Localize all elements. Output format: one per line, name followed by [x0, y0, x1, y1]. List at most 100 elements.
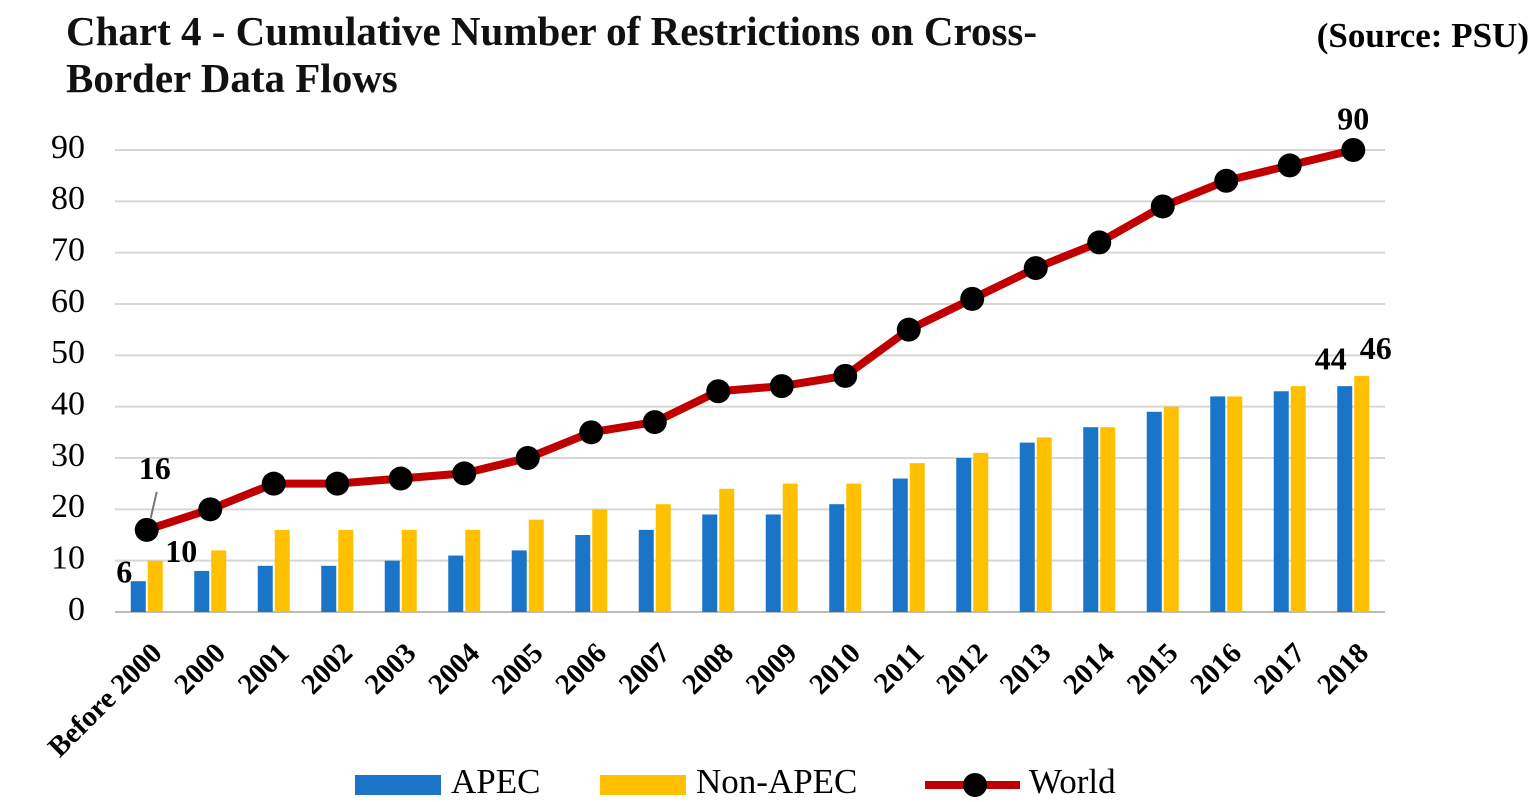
bar	[1036, 437, 1052, 612]
bar	[401, 529, 417, 612]
bar	[1019, 442, 1035, 612]
bar	[575, 535, 591, 612]
bar	[1273, 391, 1289, 612]
bar	[1354, 375, 1370, 612]
data-label: 16	[139, 450, 171, 486]
x-tick-label: 2010	[803, 637, 867, 701]
bar	[321, 565, 337, 612]
y-tick-label: 30	[51, 437, 85, 474]
marker	[960, 286, 985, 311]
bar	[511, 550, 527, 612]
marker	[452, 461, 477, 486]
marker	[1150, 194, 1175, 219]
y-tick-label: 70	[51, 231, 85, 268]
bar	[892, 478, 908, 612]
bar	[130, 581, 146, 612]
marker	[1087, 230, 1112, 255]
bar	[909, 463, 925, 612]
x-tick-label: 2014	[1057, 637, 1121, 701]
bar	[528, 519, 544, 612]
legend-marker	[963, 773, 987, 797]
bar	[765, 514, 781, 612]
bar	[1210, 396, 1226, 612]
bar	[1227, 396, 1243, 612]
data-label: 44	[1315, 340, 1347, 376]
leader-line	[149, 491, 158, 519]
bar	[1337, 386, 1353, 612]
bar	[274, 529, 290, 612]
bar	[846, 483, 862, 612]
data-label: 6	[116, 554, 132, 590]
data-label: 90	[1337, 100, 1369, 136]
legend-label: APEC	[451, 762, 540, 801]
x-tick-label: 2016	[1184, 637, 1248, 701]
x-tick-label: Before 2000	[42, 637, 168, 763]
x-tick-label: 2018	[1311, 637, 1375, 701]
legend-swatch	[355, 775, 441, 795]
bar	[211, 550, 227, 612]
x-tick-label: 2015	[1121, 637, 1185, 701]
y-tick-label: 60	[51, 283, 85, 320]
bar	[1100, 427, 1116, 612]
x-tick-label: 2013	[994, 637, 1058, 701]
marker	[1023, 256, 1048, 281]
x-tick-label: 2017	[1248, 637, 1312, 701]
bar	[782, 483, 798, 612]
bar	[147, 560, 163, 612]
bar	[1083, 427, 1099, 612]
x-tick-label: 2012	[930, 637, 994, 701]
marker	[769, 374, 794, 399]
bar	[956, 458, 972, 612]
x-tick-label: 2001	[232, 637, 296, 701]
x-tick-label: 2007	[613, 637, 677, 701]
y-tick-label: 10	[51, 539, 85, 576]
y-tick-label: 50	[51, 334, 85, 371]
bar	[592, 509, 608, 612]
marker	[388, 466, 413, 491]
marker	[1341, 138, 1366, 162]
bar	[1163, 406, 1179, 612]
bar	[638, 529, 654, 612]
marker	[1277, 153, 1302, 178]
y-tick-label: 80	[51, 180, 85, 217]
marker	[706, 379, 731, 404]
marker	[134, 517, 159, 542]
bar	[719, 488, 735, 612]
y-tick-label: 40	[51, 385, 85, 422]
source-note: (Source: PSU)	[1316, 16, 1529, 55]
legend-label: World	[1029, 762, 1116, 801]
x-tick-label: 2004	[422, 637, 486, 701]
chart-title: Chart 4 - Cumulative Number of Restricti…	[66, 8, 1038, 101]
marker	[833, 363, 858, 388]
x-tick-label: 2009	[740, 637, 804, 701]
legend-label: Non-APEC	[696, 762, 857, 801]
x-tick-label: 2000	[168, 637, 232, 701]
x-tick-label: 2002	[295, 637, 359, 701]
data-label: 10	[165, 533, 197, 569]
marker	[1214, 168, 1239, 193]
bar	[257, 565, 273, 612]
marker	[261, 471, 286, 496]
marker	[325, 471, 350, 496]
marker	[515, 446, 540, 470]
marker	[642, 410, 667, 435]
bar	[338, 529, 354, 612]
marker	[198, 497, 223, 522]
bar	[655, 504, 671, 612]
bar	[448, 555, 464, 612]
y-tick-label: 90	[51, 129, 85, 166]
bar	[384, 560, 400, 612]
x-tick-label: 2005	[486, 637, 550, 701]
y-tick-label: 0	[68, 591, 85, 628]
x-tick-label: 2006	[549, 637, 613, 701]
bar	[973, 452, 989, 612]
data-label: 46	[1360, 330, 1392, 366]
bar	[194, 570, 210, 612]
bar	[465, 529, 481, 612]
bar	[702, 514, 718, 612]
marker	[579, 420, 604, 445]
bar	[1290, 386, 1306, 612]
legend-swatch	[600, 775, 686, 795]
